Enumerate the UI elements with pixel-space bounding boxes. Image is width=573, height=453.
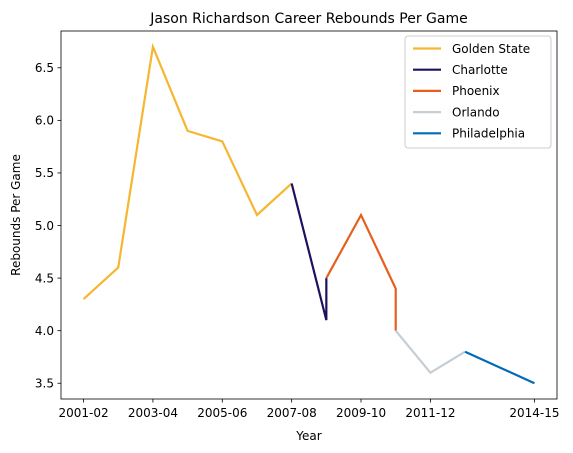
- series-line-golden-state: [82, 42, 293, 300]
- x-tick-label: 2007-08: [267, 406, 317, 420]
- legend-label-charlotte: Charlotte: [452, 63, 508, 77]
- y-tick-label: 6.5: [35, 61, 54, 75]
- y-tick-label: 3.5: [35, 377, 54, 391]
- y-tick-label: 4.5: [35, 271, 54, 285]
- plot-area: [60, 30, 558, 400]
- legend-label-philadelphia: Philadelphia: [452, 127, 525, 141]
- series-line-orlando: [394, 329, 466, 375]
- x-axis: 2001-02 2003-04 2005-06 2007-08 2009-10 2011-…: [58, 399, 560, 420]
- legend-label-orlando: Orlando: [452, 105, 500, 119]
- series-layer: [82, 42, 535, 385]
- x-axis-title: Year: [295, 429, 321, 443]
- y-tick-label: 4.0: [35, 324, 54, 338]
- series-line-phoenix: [325, 212, 397, 331]
- series-line-charlotte: [290, 183, 328, 321]
- x-tick-label: 2005-06: [197, 406, 247, 420]
- series-line-philadelphia: [464, 350, 535, 385]
- y-tick-label: 5.0: [35, 219, 54, 233]
- x-tick-label: 2009-10: [336, 406, 386, 420]
- legend-label-phoenix: Phoenix: [452, 84, 500, 98]
- chart-title: Jason Richardson Career Rebounds Per Gam…: [149, 11, 467, 27]
- x-tick-label: 2001-02: [58, 406, 108, 420]
- legend: Golden State Charlotte Phoenix Orlando Phila…: [404, 35, 552, 149]
- x-tick-label: 2011-12: [405, 406, 455, 420]
- y-tick-label: 5.5: [35, 166, 54, 180]
- legend-label-golden-state: Golden State: [452, 42, 530, 56]
- x-tick-label: 2014-15: [509, 406, 559, 420]
- plot-frame: [60, 30, 558, 400]
- y-axis-title: Rebounds Per Game: [9, 154, 23, 276]
- y-axis: 3.5 4.0 4.5 5.0 5.5 6.0 6.5: [35, 61, 61, 391]
- y-tick-label: 6.0: [35, 114, 54, 128]
- x-tick-label: 2003-04: [128, 406, 178, 420]
- legend-box: [404, 35, 552, 149]
